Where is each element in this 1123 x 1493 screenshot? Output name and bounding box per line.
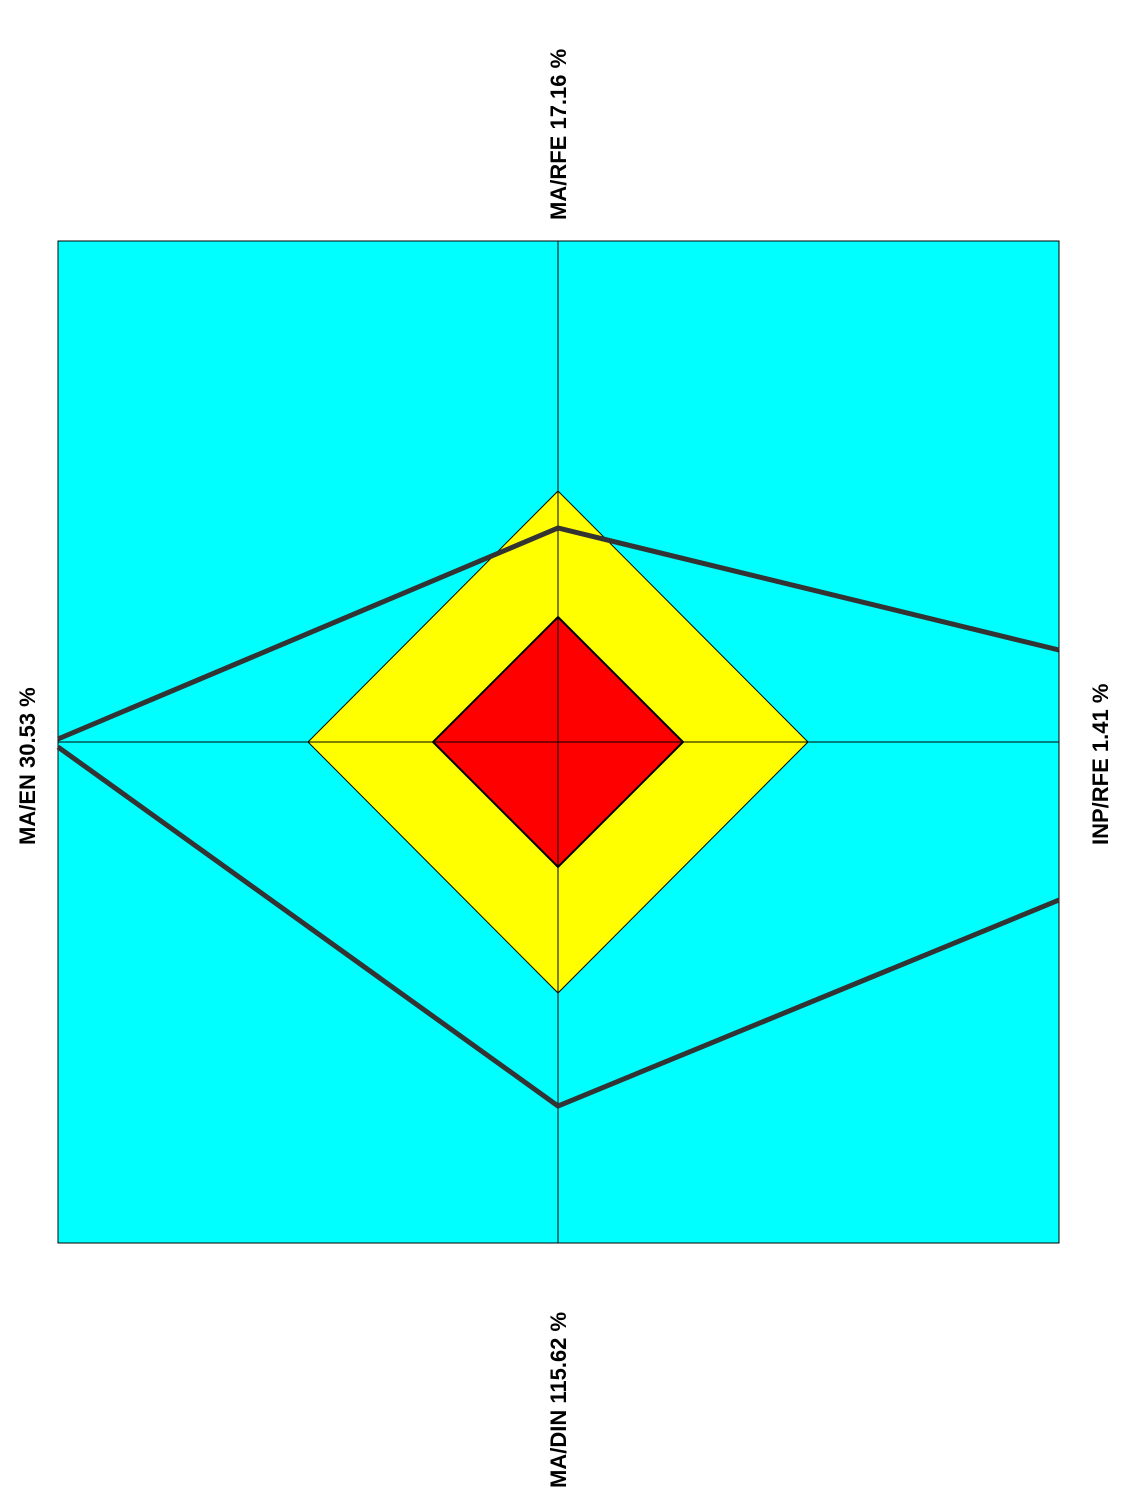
axis-label-right: INP/RFE 1.41 % <box>1088 684 1113 845</box>
axis-label-bottom: MA/DIN 115.62 % <box>546 1312 571 1488</box>
data-line-lower <box>56 744 1060 1109</box>
data-line-upper <box>57 525 1060 742</box>
axis-label-left: MA/EN 30.53 % <box>15 687 40 845</box>
axis-label-top: MA/RFE 17.16 % <box>546 49 571 220</box>
